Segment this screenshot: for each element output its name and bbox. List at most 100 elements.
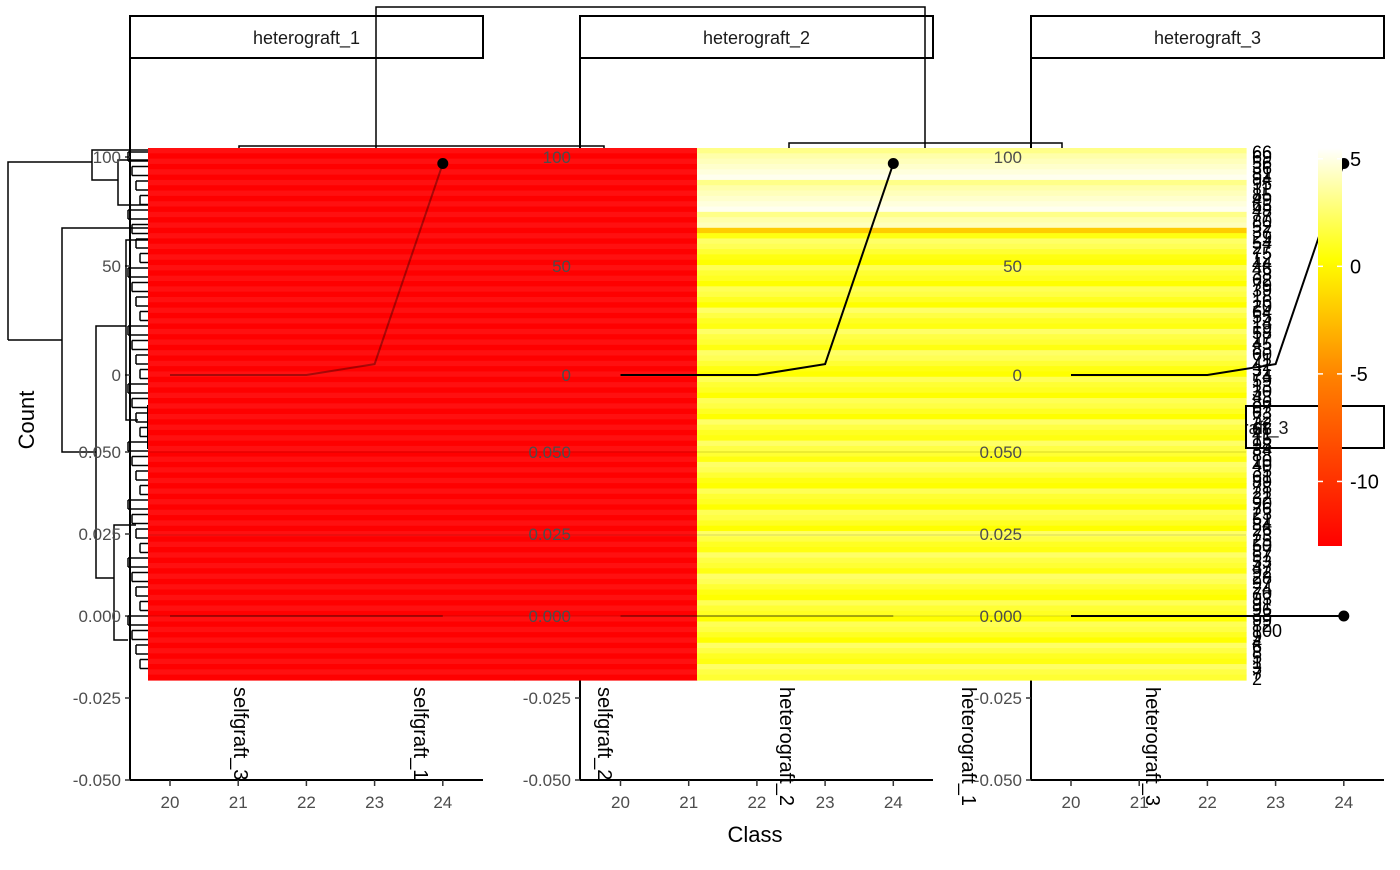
heatmap-cell: [1063, 451, 1247, 458]
heatmap-cell: [148, 488, 332, 495]
heatmap-row-label: 39: [1252, 281, 1272, 301]
heatmap-cell: [148, 557, 332, 564]
heatmap-cell: [880, 536, 1064, 543]
heatmap-cell: [697, 376, 881, 383]
heatmap-cell: [880, 174, 1064, 181]
heatmap-cell: [514, 312, 698, 319]
heatmap-cell: [1063, 467, 1247, 474]
row-dendrogram-leaf: [127, 557, 148, 568]
facet-strip-label: heterograft_1: [253, 28, 360, 49]
heatmap-cell: [880, 323, 1064, 330]
heatmap-column-label: selfgraft_2: [593, 687, 615, 780]
heatmap-cell: [148, 445, 332, 452]
heatmap-cell: [880, 605, 1064, 612]
heatmap-cell: [1063, 190, 1247, 197]
row-dendrogram-leaf: [127, 383, 148, 394]
heatmap-cell: [697, 243, 881, 250]
heatmap-cell: [880, 238, 1064, 245]
row-dendrogram-leaf: [135, 470, 148, 481]
heatmap-cell: [148, 509, 332, 516]
heatmap-cell: [880, 509, 1064, 516]
heatmap-cell: [1063, 158, 1247, 165]
heatmap-cell: [880, 211, 1064, 218]
heatmap-cell: [880, 158, 1064, 165]
heatmap-row-label: 67: [1252, 398, 1272, 418]
heatmap-row-label: 99: [1252, 610, 1272, 630]
heatmap-cell: [331, 398, 515, 404]
heatmap-cell: [880, 568, 1064, 575]
heatmap-column-label: heterograft_3: [1141, 687, 1163, 806]
heatmap-cell: [880, 451, 1064, 458]
heatmap-cell: [1063, 201, 1247, 208]
heatmap-cell: [514, 589, 698, 596]
heatmap-cell: [880, 339, 1064, 346]
heatmap-cell: [331, 674, 515, 681]
heatmap-cell: [148, 621, 332, 628]
row-dendrogram-leaf: [135, 586, 148, 597]
heatmap-cell: [880, 483, 1064, 490]
heatmap-cell: [148, 536, 332, 543]
series-line-upper: [620, 163, 895, 376]
heatmap-cell: [331, 621, 515, 628]
heatmap-cell: [880, 456, 1064, 463]
heatmap-cell: [880, 270, 1064, 277]
heatmap-cell: [514, 504, 698, 511]
heatmap-cell: [880, 217, 1064, 224]
heatmap-cell: [880, 382, 1064, 388]
heatmap-cell: [514, 477, 698, 484]
heatmap-cell: [880, 419, 1064, 426]
heatmap-cell: [148, 217, 332, 224]
heatmap-cell: [1063, 504, 1247, 511]
y-tick-label: 50: [552, 257, 571, 276]
y-tick-label: 0: [1013, 366, 1022, 385]
heatmap-cell: [148, 642, 332, 649]
heatmap-cell: [331, 541, 515, 548]
heatmap-row-label: 45: [1252, 334, 1272, 354]
heatmap-cell: [880, 328, 1064, 335]
y-tick-label: 0.050: [528, 443, 571, 462]
heatmap-cell: [331, 334, 515, 341]
heatmap-cell: [148, 238, 332, 245]
heatmap-cell: [1063, 461, 1247, 468]
heatmap-cell: [880, 648, 1064, 654]
heatmap-cell: [880, 637, 1064, 644]
heatmap-cell: [148, 350, 332, 357]
heatmap-cell: [331, 536, 515, 543]
heatmap-cell: [880, 664, 1064, 670]
heatmap-cell: [331, 195, 515, 202]
heatmap-cell: [331, 259, 515, 266]
heatmap-cell: [1063, 536, 1247, 543]
heatmap-cell: [514, 376, 698, 383]
heatmap-cell: [331, 190, 515, 197]
heatmap-row-label: 4: [1252, 632, 1262, 652]
row-dendrogram: [7, 161, 92, 341]
heatmap-cell: [148, 318, 332, 325]
heatmap-cell: [514, 552, 698, 559]
legend-tick-label: -10: [1350, 471, 1379, 493]
heatmap-row-label: 86: [1252, 392, 1272, 412]
heatmap-cell: [148, 259, 332, 266]
series-point-lower: [1338, 610, 1350, 622]
heatmap-cell: [514, 515, 698, 521]
heatmap-cell: [148, 153, 332, 160]
heatmap-cell: [880, 392, 1064, 399]
heatmap-row-label: 32: [1252, 488, 1272, 508]
heatmap-cell: [331, 376, 515, 383]
heatmap-cell: [514, 265, 698, 271]
heatmap-cell: [514, 286, 698, 293]
heatmap-cell: [1063, 291, 1247, 298]
heatmap-row-label: 9: [1252, 626, 1262, 646]
heatmap-cell: [148, 195, 332, 202]
heatmap-cell: [148, 275, 332, 282]
heatmap-cell: [514, 440, 698, 447]
row-dendrogram-leaf: [127, 441, 148, 452]
heatmap-cell: [148, 265, 332, 271]
heatmap-cell: [331, 174, 515, 181]
heatmap-cell: [880, 190, 1064, 197]
heatmap-cell: [1063, 653, 1247, 660]
heatmap-cell: [514, 461, 698, 468]
heatmap-cell: [697, 504, 881, 511]
heatmap-cell: [880, 254, 1064, 261]
heatmap-cell: [331, 254, 515, 261]
